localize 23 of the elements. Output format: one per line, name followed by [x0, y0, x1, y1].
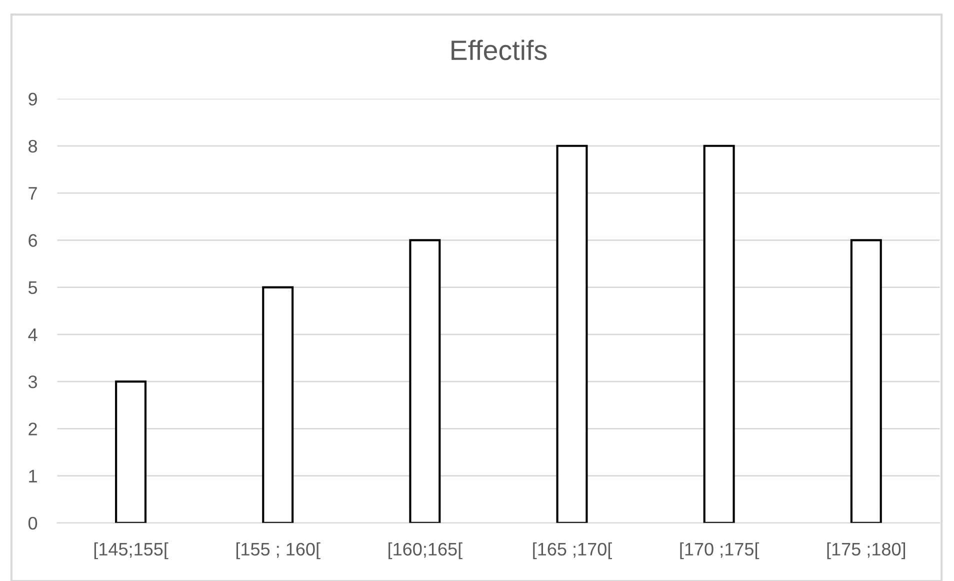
y-tick-label: 3 [28, 375, 38, 388]
bar [262, 286, 294, 523]
x-tick-label: [145;155[ [94, 542, 168, 560]
y-tick-label: 4 [28, 328, 38, 341]
y-tick-label: 7 [28, 187, 37, 200]
y-tick-label: 5 [28, 281, 38, 294]
x-tick-label: [155 ; 160[ [236, 542, 320, 560]
y-tick-label: 2 [28, 422, 37, 436]
chart-title: Effectifs [452, 40, 547, 60]
bar [115, 380, 147, 523]
y-tick-label: 6 [28, 234, 38, 247]
x-tick-label: [165 ;170[ [533, 542, 612, 560]
bar [409, 239, 441, 523]
y-tick-label: 1 [29, 470, 37, 482]
y-tick-label: 8 [28, 140, 38, 153]
y-tick-label: 0 [28, 516, 38, 530]
y-tick-label: 9 [28, 92, 37, 106]
bar [556, 144, 588, 523]
x-tick-label: [160;165[ [388, 542, 462, 560]
x-tick-label: [175 ;180] [827, 542, 906, 560]
x-tick-label: [170 ;175[ [680, 542, 760, 560]
bar [850, 239, 882, 523]
bar [703, 144, 735, 523]
